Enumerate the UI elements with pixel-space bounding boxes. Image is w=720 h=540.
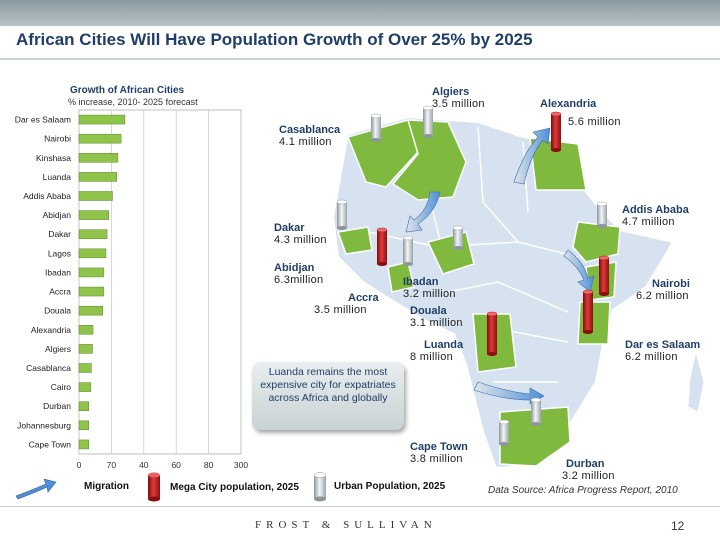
city-label: Dar es Salaam 6.2 million <box>625 339 701 363</box>
bar <box>78 133 122 144</box>
category-label: Dar es Salaam <box>15 115 71 125</box>
luanda-callout: Luanda remains the most expensive city f… <box>252 362 404 430</box>
city-label: Douala 3.1 million <box>410 305 463 329</box>
city-label: Ibadan 3.2 million <box>403 276 456 300</box>
bar <box>78 114 126 125</box>
bar <box>78 286 105 297</box>
brand-logo: FROST & SULLIVAN <box>255 519 437 531</box>
bar <box>78 420 89 431</box>
mega-city-cylinder-icon <box>148 472 160 502</box>
growth-bar-chart: 0 70 40 60 80 300 Dar es Salaam Nairobi Kinshasa… <box>15 109 248 470</box>
bar <box>78 401 89 411</box>
chart-subtitle: % increase, 2010- 2025 forecast <box>68 97 198 107</box>
x-tick-label: 0 <box>77 460 82 470</box>
urban-population-cylinder <box>530 397 542 426</box>
bar <box>78 344 93 354</box>
migration-arrow <box>405 191 441 233</box>
category-label: Addis Ababa <box>23 191 71 201</box>
highlight-morocco <box>346 119 419 188</box>
bar <box>78 210 109 220</box>
category-label: Abidjan <box>43 210 72 220</box>
city-label: Cape Town 3.8 million <box>410 441 468 465</box>
highlight-senegal <box>336 226 373 255</box>
urban-population-cylinder <box>452 225 464 250</box>
bar <box>78 191 113 201</box>
urban-population-cylinder <box>336 199 348 230</box>
highlight-ethiopia <box>572 221 621 263</box>
footer-divider <box>0 506 720 507</box>
category-label: Accra <box>49 287 71 297</box>
category-label: Luanda <box>43 172 72 182</box>
category-label: Nairobi <box>44 134 71 144</box>
city-label: Alexandria 5.6 million <box>540 98 621 128</box>
x-tick-label: 60 <box>171 460 181 470</box>
bar <box>78 439 89 450</box>
slide-title: African Cities Will Have Population Grow… <box>16 30 533 49</box>
highlight-tanzania <box>577 301 611 345</box>
category-label: Ibadan <box>45 267 71 277</box>
city-label: Accra 3.5 million <box>314 292 379 316</box>
urban-population-cylinder <box>402 235 414 266</box>
city-label: Luanda 8 million <box>410 339 464 363</box>
bar <box>78 382 92 392</box>
category-label: Johannesburg <box>17 420 71 430</box>
urban-population-cylinder <box>596 201 608 228</box>
category-label: Douala <box>44 306 71 316</box>
city-label: Casablanca 4.1 million <box>279 124 341 148</box>
bar <box>78 305 104 316</box>
legend-urban: Urban Population, 2025 <box>334 481 446 492</box>
category-label: Cairo <box>51 382 72 392</box>
bar <box>78 229 108 239</box>
chart-title: Growth of African Cities <box>70 85 185 96</box>
legend-mega-city: Mega City population, 2025 <box>170 482 299 493</box>
x-tick-label: 80 <box>204 460 214 470</box>
category-label: Algiers <box>45 344 71 354</box>
city-label: Nairobi 6.2 million <box>636 278 690 302</box>
x-tick-label: 300 <box>234 460 248 470</box>
migration-arrow <box>563 249 595 293</box>
plot-area <box>78 109 242 455</box>
category-label: Kinshasa <box>36 153 71 163</box>
city-label: Addis Ababa 4.7 million <box>622 204 689 228</box>
title-divider <box>0 58 720 60</box>
highlight-egypt <box>529 137 587 191</box>
category-label: Alexandria <box>31 325 71 335</box>
bar <box>78 267 105 278</box>
africa-map <box>331 105 705 470</box>
category-label: Lagos <box>48 248 71 258</box>
bar <box>78 153 119 163</box>
migration-arrow <box>513 127 551 185</box>
mega-city-cylinder <box>598 255 610 296</box>
mega-city-cylinder <box>550 111 562 152</box>
highlight-south-africa <box>499 406 571 467</box>
mega-city-cylinder <box>486 311 498 356</box>
category-label: Durban <box>43 401 71 411</box>
urban-population-cylinder <box>498 419 510 446</box>
legend-migration: Migration <box>84 481 129 492</box>
category-label: Cape Town <box>29 439 72 449</box>
urban-population-cylinder <box>370 113 382 142</box>
urban-population-cylinder <box>422 105 434 138</box>
category-label: Dakar <box>48 229 71 239</box>
city-label: Algiers 3.5 million <box>432 86 485 110</box>
x-tick-label: 40 <box>139 460 149 470</box>
data-source: Data Source: Africa Progress Report, 201… <box>488 485 678 496</box>
city-label: Durban 3.2 million <box>562 458 615 482</box>
x-tick-label: 70 <box>107 460 117 470</box>
mega-city-cylinder <box>376 227 388 266</box>
page-number: 12 <box>671 519 685 533</box>
bar <box>78 325 94 335</box>
bar <box>78 363 92 373</box>
mega-city-cylinder <box>582 289 594 334</box>
category-label: Casablanca <box>26 363 71 373</box>
migration-arrow-icon <box>15 478 57 500</box>
urban-population-cylinder-icon <box>313 472 327 502</box>
bar <box>78 172 118 182</box>
highlight-cote-divoire <box>387 261 415 293</box>
city-label: Abidjan 6.3million <box>274 262 324 286</box>
city-label: Dakar 4.3 million <box>274 222 327 246</box>
top-band <box>0 0 720 26</box>
bar <box>78 248 107 259</box>
